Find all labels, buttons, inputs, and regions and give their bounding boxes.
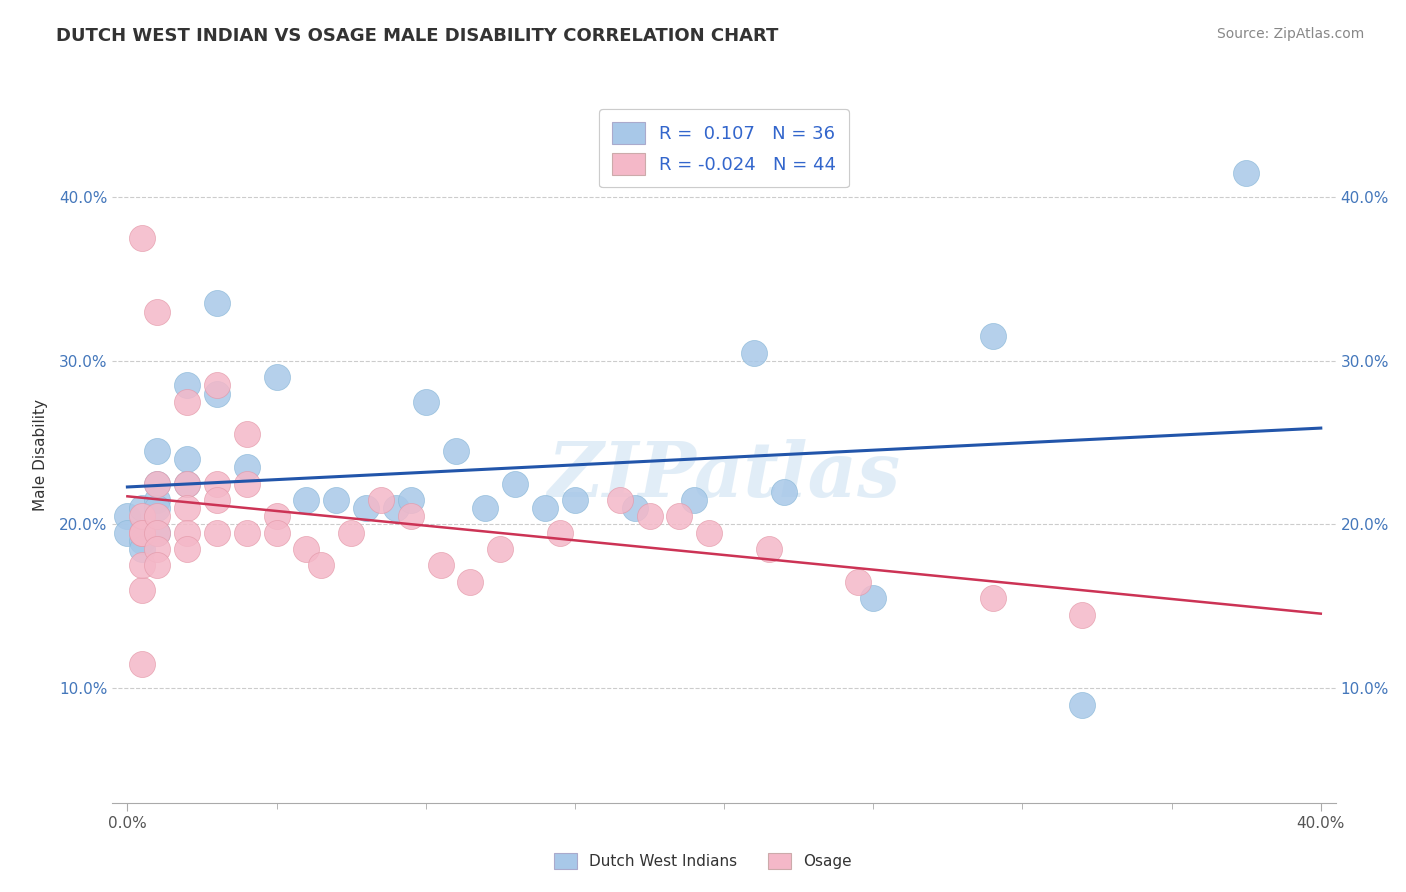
- Point: [311, 558, 333, 573]
- Point: [235, 427, 257, 442]
- Point: [444, 443, 467, 458]
- Point: [235, 460, 257, 475]
- Point: [846, 574, 869, 589]
- Point: [1234, 165, 1257, 179]
- Point: [131, 509, 153, 524]
- Point: [399, 509, 422, 524]
- Point: [266, 525, 288, 540]
- Point: [1071, 607, 1094, 622]
- Point: [534, 501, 557, 516]
- Point: [205, 492, 228, 507]
- Point: [609, 492, 631, 507]
- Point: [176, 501, 198, 516]
- Point: [503, 476, 526, 491]
- Y-axis label: Male Disability: Male Disability: [32, 399, 48, 511]
- Point: [325, 492, 347, 507]
- Point: [266, 509, 288, 524]
- Point: [146, 509, 169, 524]
- Point: [176, 452, 198, 467]
- Point: [370, 492, 392, 507]
- Point: [176, 476, 198, 491]
- Point: [131, 231, 153, 245]
- Point: [131, 525, 153, 540]
- Point: [146, 525, 169, 540]
- Point: [862, 591, 884, 606]
- Point: [176, 378, 198, 392]
- Point: [146, 492, 169, 507]
- Point: [548, 525, 571, 540]
- Point: [117, 525, 139, 540]
- Point: [981, 329, 1004, 343]
- Text: DUTCH WEST INDIAN VS OSAGE MALE DISABILITY CORRELATION CHART: DUTCH WEST INDIAN VS OSAGE MALE DISABILI…: [56, 27, 779, 45]
- Point: [146, 476, 169, 491]
- Point: [146, 443, 169, 458]
- Text: ZIPatlas: ZIPatlas: [547, 439, 901, 513]
- Point: [131, 582, 153, 597]
- Point: [742, 345, 765, 359]
- Legend: Dutch West Indians, Osage: Dutch West Indians, Osage: [548, 847, 858, 875]
- Point: [429, 558, 451, 573]
- Point: [131, 558, 153, 573]
- Point: [205, 296, 228, 310]
- Point: [131, 657, 153, 671]
- Point: [981, 591, 1004, 606]
- Point: [489, 542, 512, 557]
- Point: [131, 542, 153, 557]
- Point: [146, 304, 169, 318]
- Legend: R =  0.107   N = 36, R = -0.024   N = 44: R = 0.107 N = 36, R = -0.024 N = 44: [599, 109, 849, 187]
- Point: [564, 492, 586, 507]
- Point: [131, 533, 153, 548]
- Point: [385, 501, 408, 516]
- Point: [460, 574, 482, 589]
- Point: [683, 492, 706, 507]
- Point: [146, 476, 169, 491]
- Point: [295, 542, 318, 557]
- Point: [340, 525, 363, 540]
- Point: [1071, 698, 1094, 712]
- Point: [235, 525, 257, 540]
- Point: [266, 370, 288, 384]
- Point: [146, 558, 169, 573]
- Point: [176, 542, 198, 557]
- Point: [668, 509, 690, 524]
- Point: [295, 492, 318, 507]
- Point: [131, 525, 153, 540]
- Point: [205, 386, 228, 401]
- Point: [623, 501, 645, 516]
- Point: [146, 525, 169, 540]
- Point: [758, 542, 780, 557]
- Point: [399, 492, 422, 507]
- Point: [176, 394, 198, 409]
- Text: Source: ZipAtlas.com: Source: ZipAtlas.com: [1216, 27, 1364, 41]
- Point: [415, 394, 437, 409]
- Point: [235, 476, 257, 491]
- Point: [205, 378, 228, 392]
- Point: [638, 509, 661, 524]
- Point: [205, 525, 228, 540]
- Point: [131, 501, 153, 516]
- Point: [117, 509, 139, 524]
- Point: [772, 484, 794, 499]
- Point: [176, 525, 198, 540]
- Point: [697, 525, 720, 540]
- Point: [176, 476, 198, 491]
- Point: [205, 476, 228, 491]
- Point: [354, 501, 377, 516]
- Point: [474, 501, 496, 516]
- Point: [146, 501, 169, 516]
- Point: [146, 542, 169, 557]
